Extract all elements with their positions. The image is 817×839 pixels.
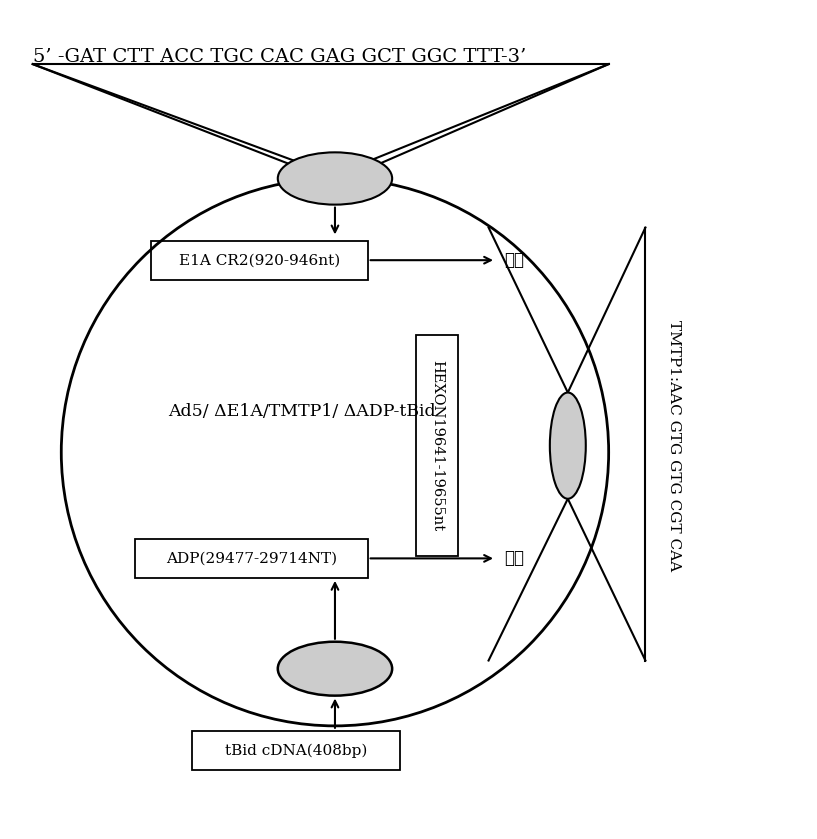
Text: E1A CR2(920-946nt): E1A CR2(920-946nt) [179, 253, 340, 267]
Ellipse shape [278, 153, 392, 205]
Text: TMTP1:AAC GTG GTG CGT CAA: TMTP1:AAC GTG GTG CGT CAA [667, 320, 681, 571]
Text: 5’ -GAT CTT ACC TGC CAC GAG GCT GGC TTT-3’: 5’ -GAT CTT ACC TGC CAC GAG GCT GGC TTT-… [33, 48, 526, 65]
Text: HEXON19641-19655nt: HEXON19641-19655nt [430, 360, 444, 531]
Text: ADP(29477-29714NT): ADP(29477-29714NT) [166, 551, 337, 565]
Ellipse shape [278, 642, 392, 696]
Text: 缺失: 缺失 [504, 550, 524, 567]
Ellipse shape [550, 393, 586, 498]
Text: tBid cDNA(408bp): tBid cDNA(408bp) [225, 743, 368, 758]
Text: Ad5/ ΔE1A/TMTP1/ ΔADP-tBid: Ad5/ ΔE1A/TMTP1/ ΔADP-tBid [168, 403, 436, 420]
Text: 缺失: 缺失 [504, 252, 524, 268]
